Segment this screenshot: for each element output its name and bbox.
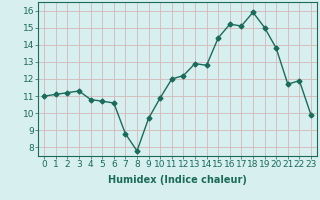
X-axis label: Humidex (Indice chaleur): Humidex (Indice chaleur): [108, 175, 247, 185]
